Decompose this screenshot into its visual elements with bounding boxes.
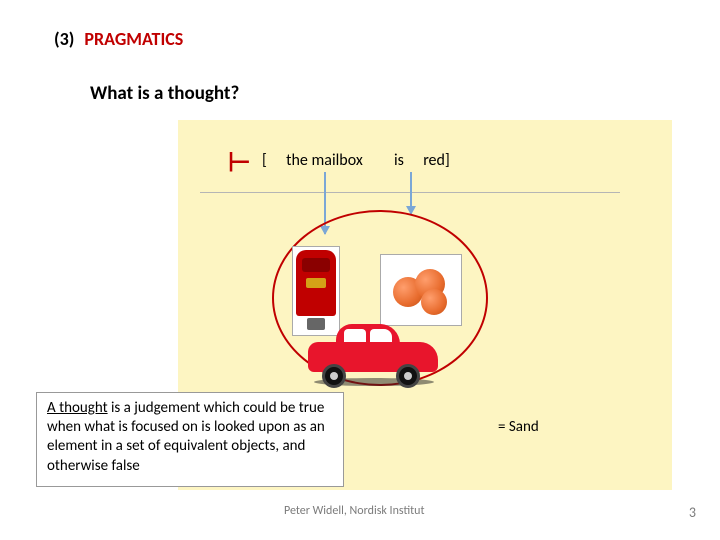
- set-label: = Sand: [498, 418, 539, 436]
- assertion-subject: the mailbox: [286, 151, 363, 170]
- definition-box: A thought is a judgement which could be …: [36, 392, 344, 487]
- bracket-open: [: [262, 151, 267, 170]
- assertion-predicate: red]: [423, 151, 450, 170]
- arrow-predicate-to-set-icon: [410, 172, 412, 214]
- heading-title: PRAGMATICS: [84, 28, 183, 50]
- assertion-copula: is: [394, 151, 404, 170]
- heading-number: (3): [54, 28, 74, 50]
- subheading: What is a thought?: [90, 82, 239, 105]
- cherries-icon: [380, 254, 462, 326]
- car-icon: [308, 320, 438, 390]
- page-number: 3: [689, 504, 696, 521]
- assertion-turnstile-icon: ⊢: [228, 148, 251, 178]
- section-heading: (3) PRAGMATICS: [54, 28, 183, 50]
- assertion-formula: [ the mailbox is red]: [262, 151, 450, 170]
- definition-lead: A thought: [47, 399, 108, 417]
- footer-author: Peter Widell, Nordisk Institut: [284, 504, 424, 518]
